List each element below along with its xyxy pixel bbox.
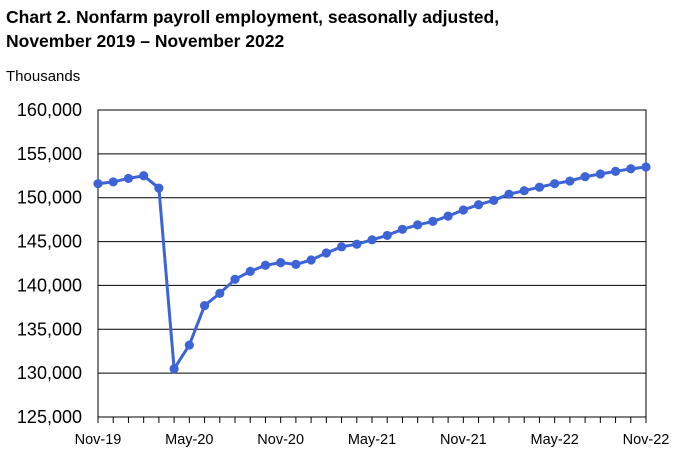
x-tick-label: May-20 [165,432,213,448]
data-point [215,288,225,298]
data-point [443,211,453,221]
plot-area-border [97,109,647,418]
data-point [321,248,331,258]
data-point [352,239,362,249]
data-point [534,182,545,192]
y-tick-label: 145,000 [17,232,82,252]
data-point [565,176,575,186]
data-point [580,172,590,182]
data-point [428,216,438,226]
data-point [367,235,377,245]
data-point [276,258,286,268]
x-tick-label: May-22 [530,432,578,448]
data-point [108,177,118,187]
x-tick-label: Nov-20 [257,432,304,448]
data-point [397,224,408,234]
y-tick-label: 155,000 [17,144,82,164]
data-point [550,179,560,189]
data-point [595,169,605,179]
y-axis-unit-label: Thousands [6,68,81,85]
data-point [519,186,529,196]
y-tick-label: 140,000 [17,275,82,295]
data-point [382,230,392,241]
y-tick-label: 150,000 [17,188,82,208]
data-point [504,189,514,199]
x-tick-label: Nov-21 [440,432,487,448]
data-point [199,301,210,311]
data-point [169,364,179,374]
data-point [230,274,240,284]
data-point [139,171,149,181]
data-point [641,162,651,172]
data-point [489,195,499,205]
data-point [458,205,468,215]
data-point [93,179,103,189]
data-point [123,173,134,184]
data-point [473,200,484,210]
data-point [626,164,636,174]
y-tick-label: 125,000 [17,407,82,427]
y-tick-label: 135,000 [17,319,82,339]
chart-title-line-2: November 2019 – November 2022 [6,31,285,51]
y-tick-label: 160,000 [17,100,82,120]
data-point [306,255,316,265]
x-tick-label: Nov-22 [623,432,670,448]
data-point [413,220,423,230]
data-point [260,260,271,270]
x-tick-label: May-21 [348,432,396,448]
y-tick-label: 130,000 [17,363,82,383]
data-point [291,259,301,269]
data-point [154,183,164,193]
data-point [245,266,255,276]
data-point [336,242,347,252]
chart-title: Chart 2. Nonfarm payroll employment, sea… [6,5,676,53]
chart-title-line-1: Chart 2. Nonfarm payroll employment, sea… [6,7,500,27]
data-point [184,340,194,350]
x-tick-label: Nov-19 [75,432,122,448]
data-point [610,166,621,176]
